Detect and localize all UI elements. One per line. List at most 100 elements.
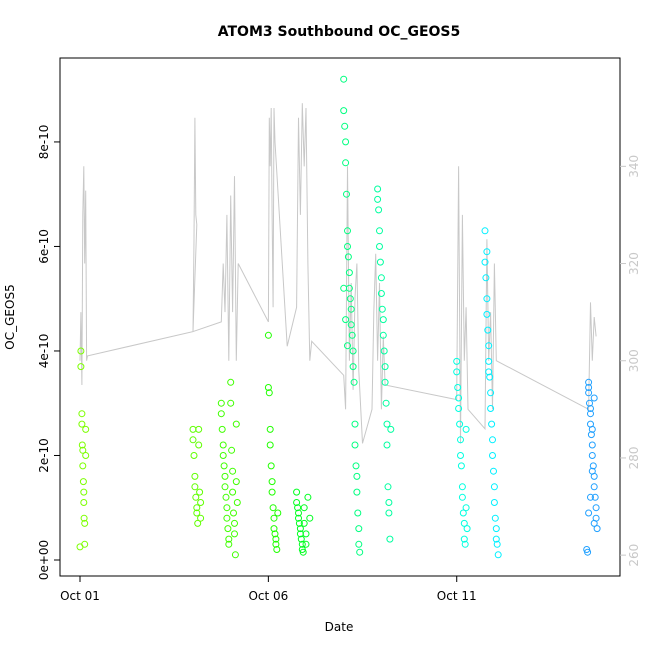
y2-tick-label: 260 [627,544,641,567]
data-point [227,399,235,407]
data-point [229,488,237,496]
data-point [461,540,469,548]
data-point [78,420,86,428]
data-point [342,138,350,146]
data-point [385,499,393,506]
data-point [485,342,493,350]
data-point [453,368,461,376]
data-point [81,519,89,527]
data-point [231,519,238,527]
data-point [585,378,593,386]
data-point [77,347,85,355]
data-point [458,493,466,501]
data-point [196,488,204,496]
data-point [460,535,468,543]
data-point [190,452,198,459]
y2-tick-label: 280 [627,446,641,469]
data-point [304,493,312,501]
data-point [350,378,358,386]
data-point [266,441,274,449]
data-point [384,483,392,491]
data-point [293,499,301,506]
y2-tick-label: 320 [627,252,641,275]
data-point [343,190,350,198]
y-tick-label: 0e+00 [37,540,51,580]
data-point [299,548,307,556]
data-point [349,347,357,355]
data-point [221,483,229,491]
chart-title: ATOM3 Southbound OC_GEOS5 [218,24,461,40]
data-point [588,467,596,475]
data-point [484,326,492,334]
data-point [352,462,360,470]
data-point [270,525,278,533]
data-point [197,499,205,506]
data-point [374,195,382,203]
data-point [341,122,349,130]
data-point [587,405,594,412]
data-point [191,472,199,480]
data-point [387,425,395,433]
data-point [376,243,383,250]
data-point [590,394,598,402]
data-point [227,378,235,386]
y-tick-label: 2e-10 [37,438,51,473]
data-point [585,509,593,517]
data-point [490,483,498,491]
data-point [354,509,362,517]
data-point [79,462,87,470]
data-point [192,493,200,501]
data-point [229,467,237,475]
data-point [459,509,467,517]
y2-tick-label: 340 [627,155,641,178]
data-point [585,384,593,391]
data-point [340,284,348,292]
data-point [457,436,464,444]
y2-tick-label: 300 [627,349,641,372]
data-point [347,321,355,329]
data-point [376,227,383,235]
data-point [295,514,302,522]
data-point [193,504,201,512]
data-point [342,316,350,324]
data-point [584,548,592,556]
data-point [491,514,499,522]
data-point [344,253,352,261]
data-point [593,525,601,533]
data-point [374,185,382,193]
data-point [191,483,199,491]
data-point [458,483,466,491]
data-point [462,504,470,512]
data-point [383,420,391,428]
data-point [487,389,495,397]
data-point [231,530,238,538]
data-point [220,462,228,470]
data-point [296,525,304,533]
data-point [348,331,356,339]
data-point [353,488,361,496]
data-point [302,530,310,538]
data-point [79,478,87,486]
data-point [264,384,272,391]
data-point [294,504,302,512]
data-point [585,389,593,397]
data-point [488,420,496,428]
data-point [197,514,205,522]
data-point [492,535,500,543]
data-point [195,441,203,449]
data-point [381,363,389,371]
data-point [300,519,308,527]
data-point [489,452,496,459]
data-point [230,509,237,517]
data-point [79,446,87,454]
data-point [455,394,463,402]
data-point [383,441,391,449]
data-point [189,425,197,433]
data-point [457,452,464,459]
data-point [219,441,227,449]
data-point [351,441,359,449]
data-point [587,493,594,501]
data-point [80,488,88,496]
data-point [587,431,595,439]
